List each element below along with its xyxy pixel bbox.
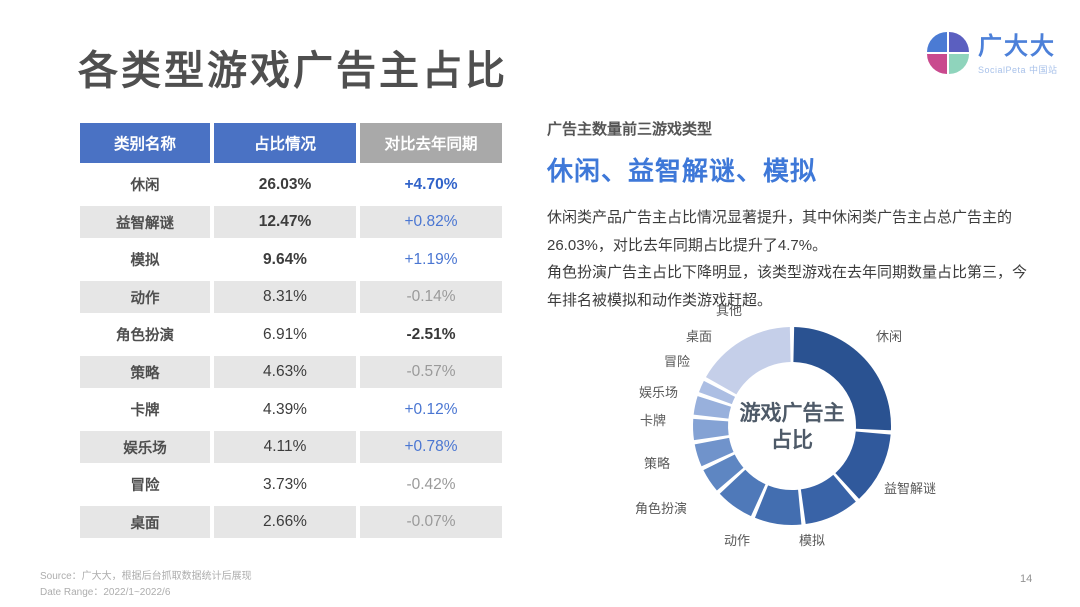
brand-logo: 广大大 SocialPeta 中国站 xyxy=(926,31,1058,76)
donut-label-2: 益智解谜 xyxy=(884,481,936,496)
logo-quadrant-top-right xyxy=(949,32,969,52)
donut-label-8: 娱乐场 xyxy=(639,385,678,400)
brand-logo-text: 广大大 SocialPeta 中国站 xyxy=(978,31,1058,76)
yoy-cell: +0.78% xyxy=(360,431,502,463)
insight-headline: 休闲、益智解谜、模拟 xyxy=(547,156,818,186)
share-cell: 12.47% xyxy=(214,206,356,238)
donut-label-3: 模拟 xyxy=(799,533,825,548)
table-row: 桌面 2.66% -0.07% xyxy=(80,506,502,538)
donut-segment-7 xyxy=(694,437,734,467)
donut-segment-3 xyxy=(800,474,856,525)
table-row: 策略 4.63% -0.57% xyxy=(80,356,502,388)
brand-logo-icon xyxy=(926,31,970,75)
donut-label-11: 其他 xyxy=(716,303,742,318)
category-cell: 模拟 xyxy=(130,253,160,269)
insight-paragraph: 角色扮演广告主占比下降明显，该类型游戏在去年同期数量占比第三，今年排名被模拟和动… xyxy=(547,264,1028,309)
insight-body: 休闲类产品广告主占比情况显著提升，其中休闲类广告主占总广告主的26.03%，对比… xyxy=(547,204,1039,314)
category-cell: 策略 xyxy=(80,356,210,388)
donut-label-9: 冒险 xyxy=(664,354,690,369)
table-row: 娱乐场 4.11% +0.78% xyxy=(80,431,502,463)
share-cell: 8.31% xyxy=(214,281,356,313)
logo-quadrant-top-left xyxy=(927,32,947,52)
donut-segment-5 xyxy=(719,469,766,517)
category-cell: 卡牌 xyxy=(130,403,160,419)
donut-segment-10 xyxy=(699,380,736,405)
insight-panel: 广告主数量前三游戏类型 休闲、益智解谜、模拟 休闲类产品广告主占比情况显著提升，… xyxy=(547,118,1039,314)
table-row: 休闲 26.03% +4.70% xyxy=(80,169,502,201)
insight-paragraph: 休闲类产品广告主占比情况显著提升，其中休闲类广告主占总广告主的26.03%，对比… xyxy=(547,209,1013,254)
share-cell: 2.66% xyxy=(214,506,356,538)
donut-segment-6 xyxy=(703,454,744,491)
table-header-row: 类别名称 占比情况 对比去年同期 xyxy=(80,123,502,163)
brand-name: 广大大 xyxy=(978,33,1056,60)
donut-segment-11 xyxy=(705,327,791,395)
yoy-cell: +4.70% xyxy=(404,175,458,193)
share-cell: 6.91% xyxy=(263,325,307,343)
category-cell: 娱乐场 xyxy=(80,431,210,463)
table-row: 模拟 9.64% +1.19% xyxy=(80,244,502,276)
category-cell: 益智解谜 xyxy=(80,206,210,238)
page-number: 14 xyxy=(1020,573,1033,585)
yoy-cell: +1.19% xyxy=(404,250,458,268)
donut-segment-2 xyxy=(835,431,891,499)
logo-quadrant-bottom-right xyxy=(949,54,969,74)
category-cell: 角色扮演 xyxy=(116,328,174,344)
share-cell: 4.63% xyxy=(214,356,356,388)
donut-chart: 休闲益智解谜模拟 动作 角色扮演 策略 卡牌 娱乐场 冒险 桌面 其他游戏广告主占比 xyxy=(545,292,1021,582)
footer-date-range: Date Range：2022/1~2022/6 xyxy=(40,586,171,598)
logo-quadrant-bottom-left xyxy=(927,54,947,74)
brand-subtitle: SocialPeta 中国站 xyxy=(978,65,1058,76)
donut-label-7: 卡牌 xyxy=(640,413,666,428)
share-cell: 4.39% xyxy=(263,400,307,418)
donut-label-5: 角色扮演 xyxy=(635,501,687,516)
donut-segment-1 xyxy=(793,327,892,431)
yoy-cell: -2.51% xyxy=(406,325,456,343)
category-cell: 动作 xyxy=(80,281,210,313)
donut-center-label: 游戏广告主占比 xyxy=(740,401,845,452)
table-body: 休闲 26.03% +4.70% 益智解谜 12.47% +0.82% 模拟 9.64% +1.… xyxy=(80,169,502,538)
table-row: 冒险 3.73% -0.42% xyxy=(80,469,502,501)
donut-label-6: 策略 xyxy=(644,456,670,471)
footer-source: Source：广大大，根据后台抓取数据统计后展现 xyxy=(40,571,252,582)
table-row: 卡牌 4.39% +0.12% xyxy=(80,394,502,426)
donut-label-1: 休闲 xyxy=(876,329,902,344)
yoy-cell: -0.57% xyxy=(360,356,502,388)
page-title: 各类型游戏广告主占比 xyxy=(78,49,508,93)
insight-kicker: 广告主数量前三游戏类型 xyxy=(547,121,713,138)
donut-label-4: 动作 xyxy=(724,533,750,548)
table-row: 动作 8.31% -0.14% xyxy=(80,281,502,313)
share-cell: 3.73% xyxy=(263,475,307,493)
header-category: 类别名称 xyxy=(80,123,210,163)
category-cell: 冒险 xyxy=(130,478,160,494)
donut-label-10: 桌面 xyxy=(686,329,712,344)
share-cell: 9.64% xyxy=(263,250,307,268)
advertiser-share-table: 类别名称 占比情况 对比去年同期 休闲 26.03% +4.70% 益智解谜 12.47… xyxy=(80,123,502,538)
table-row: 益智解谜 12.47% +0.82% xyxy=(80,206,502,238)
category-cell: 休闲 xyxy=(130,178,160,194)
share-cell: 4.11% xyxy=(214,431,356,463)
yoy-cell: +0.82% xyxy=(360,206,502,238)
table-row: 角色扮演 6.91% -2.51% xyxy=(80,319,502,351)
yoy-cell: +0.12% xyxy=(404,400,458,418)
header-yoy: 对比去年同期 xyxy=(360,123,502,163)
donut-segment-4 xyxy=(754,485,802,525)
yoy-cell: -0.42% xyxy=(406,475,456,493)
donut-segment-8 xyxy=(693,418,729,441)
header-share: 占比情况 xyxy=(214,123,356,163)
category-cell: 桌面 xyxy=(80,506,210,538)
yoy-cell: -0.14% xyxy=(360,281,502,313)
donut-segment-9 xyxy=(693,396,731,419)
yoy-cell: -0.07% xyxy=(360,506,502,538)
share-cell: 26.03% xyxy=(258,175,312,193)
footer: Source：广大大，根据后台抓取数据统计后展现 Date Range：2022… xyxy=(40,569,252,600)
